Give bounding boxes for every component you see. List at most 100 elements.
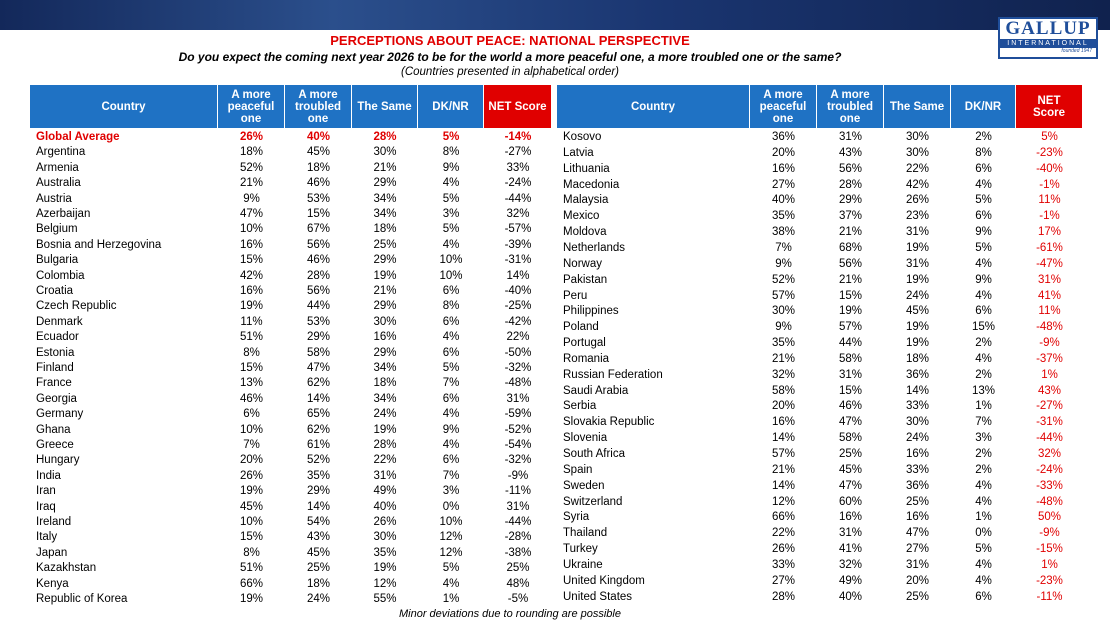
country-cell: Hungary [36, 454, 80, 467]
value-cell: 62% [306, 423, 331, 436]
country-cell: Austria [36, 192, 72, 205]
value-cell: 9% [442, 161, 460, 174]
value-cell: 47% [838, 479, 863, 492]
value-cell: 15% [306, 208, 331, 220]
value-cell: 30% [373, 531, 397, 544]
value-cell: 16% [239, 285, 264, 297]
value-cell: 14% [306, 500, 331, 513]
value-cell: 6% [442, 315, 460, 328]
value-cell: 15% [239, 531, 264, 544]
value-cell: 22% [905, 162, 930, 175]
column-header: NET Score [1016, 85, 1083, 128]
value-cell: 10% [239, 516, 264, 528]
value-cell: 17% [1037, 226, 1062, 239]
value-cell: 32% [1037, 448, 1062, 460]
value-cell: 16% [771, 416, 796, 429]
value-cell: 18% [239, 146, 264, 159]
value-cell: 18% [306, 577, 331, 590]
value-cell: 57% [771, 289, 796, 302]
value-cell: 29% [373, 300, 397, 313]
value-cell: 4% [975, 479, 992, 492]
country-cell: Poland [563, 321, 599, 334]
value-cell: 45% [905, 305, 930, 318]
value-cell: 31% [838, 527, 863, 540]
value-cell: 1% [975, 400, 992, 413]
country-cell: Italy [36, 531, 58, 544]
country-cell: Slovakia Republic [563, 416, 655, 429]
country-cell: Switzerland [563, 495, 623, 508]
value-cell: 14% [306, 392, 331, 405]
value-cell: -52% [504, 423, 532, 436]
value-cell: 33% [506, 161, 530, 174]
country-cell: Lithuania [563, 162, 610, 175]
value-cell: 7% [243, 439, 260, 451]
country-cell: Belgium [36, 223, 78, 236]
value-cell: 8% [442, 300, 460, 313]
value-cell: 10% [439, 254, 463, 267]
value-cell: 1% [1041, 368, 1058, 381]
value-cell: 0% [975, 527, 992, 540]
value-cell: 53% [306, 192, 331, 205]
value-cell: 1% [442, 593, 460, 605]
value-cell: 2% [975, 337, 992, 350]
value-cell: 9% [775, 321, 792, 334]
value-cell: 66% [239, 577, 264, 590]
value-cell: 22% [506, 331, 530, 344]
value-cell: 23% [905, 210, 930, 223]
value-cell: 15% [838, 384, 863, 397]
value-cell: 45% [838, 463, 863, 476]
value-cell: 21% [838, 273, 863, 286]
country-cell: Philippines [563, 305, 619, 318]
value-cell: 30% [373, 315, 397, 328]
country-cell: Armenia [36, 161, 79, 174]
value-cell: 6% [442, 392, 460, 405]
value-cell: 19% [905, 273, 930, 286]
value-cell: 7% [442, 377, 460, 390]
value-cell: -54% [504, 439, 532, 451]
country-cell: Latvia [563, 146, 594, 159]
country-cell: South Africa [563, 448, 626, 460]
value-cell: 5% [975, 194, 992, 207]
value-cell: 9% [775, 257, 792, 270]
value-cell: 29% [306, 485, 331, 498]
value-cell: 32% [838, 558, 863, 571]
value-cell: 16% [905, 511, 930, 524]
value-cell: 9% [975, 273, 992, 286]
value-cell: 34% [373, 208, 397, 220]
value-cell: 14% [506, 269, 530, 282]
value-cell: 33% [771, 558, 796, 571]
value-cell: 19% [905, 321, 930, 334]
value-cell: 52% [771, 273, 796, 286]
value-cell: 16% [838, 511, 863, 524]
value-cell: 5% [442, 562, 460, 575]
value-cell: 49% [373, 485, 397, 498]
value-cell: 4% [442, 331, 460, 344]
value-cell: 12% [373, 577, 397, 590]
value-cell: 19% [239, 300, 264, 313]
country-cell: Republic of Korea [36, 593, 128, 605]
value-cell: 18% [905, 352, 930, 365]
value-cell: 25% [306, 562, 331, 575]
value-cell: 61% [306, 439, 331, 451]
value-cell: 51% [239, 562, 264, 575]
value-cell: -48% [504, 377, 532, 390]
country-cell: Georgia [36, 392, 77, 405]
value-cell: 5% [1041, 131, 1058, 143]
country-cell: Ukraine [563, 558, 603, 571]
value-cell: 50% [1037, 511, 1062, 524]
value-cell: 35% [373, 546, 397, 559]
logo: GALLUP INTERNATIONAL founded 1947 [998, 17, 1098, 59]
country-cell: Turkey [563, 543, 598, 556]
value-cell: 4% [975, 289, 992, 302]
value-cell: -59% [504, 408, 532, 421]
value-cell: 31% [838, 368, 863, 381]
value-cell: 31% [373, 469, 397, 482]
value-cell: -40% [504, 285, 532, 297]
value-cell: 49% [838, 574, 863, 587]
value-cell: 4% [442, 439, 460, 451]
value-cell: 10% [439, 516, 463, 528]
value-cell: 47% [905, 527, 930, 540]
value-cell: -1% [1039, 178, 1060, 191]
value-cell: 7% [442, 469, 460, 482]
